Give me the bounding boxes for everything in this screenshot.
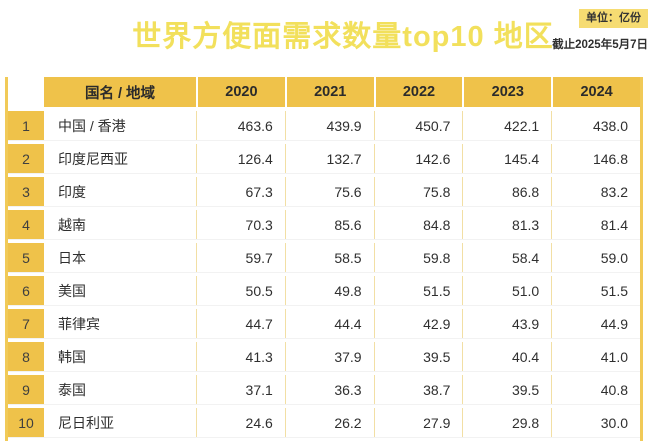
region-cell: 印度 <box>44 177 196 206</box>
value-cell: 41.0 <box>551 342 640 371</box>
value-cell: 58.5 <box>284 243 374 272</box>
value-cell: 59.8 <box>373 243 463 272</box>
value-cell: 85.6 <box>284 210 374 239</box>
value-cell: 44.9 <box>551 309 640 338</box>
value-cell: 40.8 <box>551 375 640 404</box>
value-cell: 42.9 <box>373 309 463 338</box>
table-row: 7 菲律宾 44.7 44.4 42.9 43.9 44.9 <box>8 309 640 338</box>
value-cell: 44.7 <box>196 309 285 338</box>
value-cell: 37.9 <box>284 342 374 371</box>
table-row: 9 泰国 37.1 36.3 38.7 39.5 40.8 <box>8 375 640 404</box>
value-cell: 39.5 <box>462 375 552 404</box>
rank-cell: 2 <box>8 144 44 173</box>
value-cell: 145.4 <box>462 144 552 173</box>
value-cell: 83.2 <box>551 177 640 206</box>
value-cell: 422.1 <box>462 111 552 140</box>
column-header-2020: 2020 <box>196 77 285 107</box>
value-cell: 439.9 <box>284 111 374 140</box>
demand-table: 国名 / 地域 2020 2021 2022 2023 2024 1 中国 / … <box>5 77 643 441</box>
value-cell: 40.4 <box>462 342 552 371</box>
as-of-date: 截止2025年5月7日 <box>552 39 648 51</box>
value-cell: 142.6 <box>373 144 463 173</box>
rank-header-cell <box>8 77 44 107</box>
region-cell: 泰国 <box>44 375 196 404</box>
value-cell: 59.7 <box>196 243 285 272</box>
rank-cell: 1 <box>8 111 44 140</box>
unit-badge: 单位：亿份 <box>579 9 648 28</box>
table-row: 3 印度 67.3 75.6 75.8 86.8 83.2 <box>8 177 640 206</box>
region-cell: 美国 <box>44 276 196 305</box>
value-cell: 58.4 <box>462 243 552 272</box>
region-cell: 韩国 <box>44 342 196 371</box>
value-cell: 30.0 <box>551 408 640 437</box>
value-cell: 81.3 <box>462 210 552 239</box>
value-cell: 86.8 <box>462 177 552 206</box>
value-cell: 37.1 <box>196 375 285 404</box>
rank-cell: 5 <box>8 243 44 272</box>
value-cell: 50.5 <box>196 276 285 305</box>
value-cell: 70.3 <box>196 210 285 239</box>
rank-cell: 6 <box>8 276 44 305</box>
region-cell: 印度尼西亚 <box>44 144 196 173</box>
value-cell: 75.6 <box>284 177 374 206</box>
value-cell: 44.4 <box>284 309 374 338</box>
column-header-region: 国名 / 地域 <box>44 77 196 107</box>
table-header-row: 国名 / 地域 2020 2021 2022 2023 2024 <box>8 77 640 107</box>
table-row: 8 韩国 41.3 37.9 39.5 40.4 41.0 <box>8 342 640 371</box>
region-cell: 尼日利亚 <box>44 408 196 437</box>
value-cell: 26.2 <box>284 408 374 437</box>
rank-cell: 3 <box>8 177 44 206</box>
value-cell: 51.5 <box>551 276 640 305</box>
region-cell: 日本 <box>44 243 196 272</box>
value-cell: 29.8 <box>462 408 552 437</box>
region-cell: 越南 <box>44 210 196 239</box>
value-cell: 67.3 <box>196 177 285 206</box>
value-cell: 84.8 <box>373 210 463 239</box>
value-cell: 146.8 <box>551 144 640 173</box>
column-header-2024: 2024 <box>551 77 640 107</box>
rank-cell: 4 <box>8 210 44 239</box>
value-cell: 438.0 <box>551 111 640 140</box>
value-cell: 43.9 <box>462 309 552 338</box>
rank-cell: 8 <box>8 342 44 371</box>
column-header-2021: 2021 <box>284 77 374 107</box>
table-row: 2 印度尼西亚 126.4 132.7 142.6 145.4 146.8 <box>8 144 640 173</box>
column-header-2022: 2022 <box>373 77 463 107</box>
region-cell: 菲律宾 <box>44 309 196 338</box>
value-cell: 51.5 <box>373 276 463 305</box>
value-cell: 51.0 <box>462 276 552 305</box>
value-cell: 75.8 <box>373 177 463 206</box>
table-row: 4 越南 70.3 85.6 84.8 81.3 81.4 <box>8 210 640 239</box>
value-cell: 132.7 <box>284 144 374 173</box>
value-cell: 126.4 <box>196 144 285 173</box>
column-header-2023: 2023 <box>462 77 552 107</box>
value-cell: 59.0 <box>551 243 640 272</box>
page-title: 世界方便面需求数量top10 地区 <box>132 21 554 53</box>
value-cell: 27.9 <box>373 408 463 437</box>
value-cell: 24.6 <box>196 408 285 437</box>
value-cell: 36.3 <box>284 375 374 404</box>
value-cell: 49.8 <box>284 276 374 305</box>
rank-cell: 7 <box>8 309 44 338</box>
value-cell: 38.7 <box>373 375 463 404</box>
value-cell: 41.3 <box>196 342 285 371</box>
table-row: 10 尼日利亚 24.6 26.2 27.9 29.8 30.0 <box>8 408 640 437</box>
value-cell: 450.7 <box>373 111 463 140</box>
table-row: 6 美国 50.5 49.8 51.5 51.0 51.5 <box>8 276 640 305</box>
region-cell: 中国 / 香港 <box>44 111 196 140</box>
value-cell: 463.6 <box>196 111 285 140</box>
value-cell: 81.4 <box>551 210 640 239</box>
value-cell: 39.5 <box>373 342 463 371</box>
rank-cell: 10 <box>8 408 44 437</box>
table-row: 5 日本 59.7 58.5 59.8 58.4 59.0 <box>8 243 640 272</box>
table-row: 1 中国 / 香港 463.6 439.9 450.7 422.1 438.0 <box>8 111 640 140</box>
rank-cell: 9 <box>8 375 44 404</box>
